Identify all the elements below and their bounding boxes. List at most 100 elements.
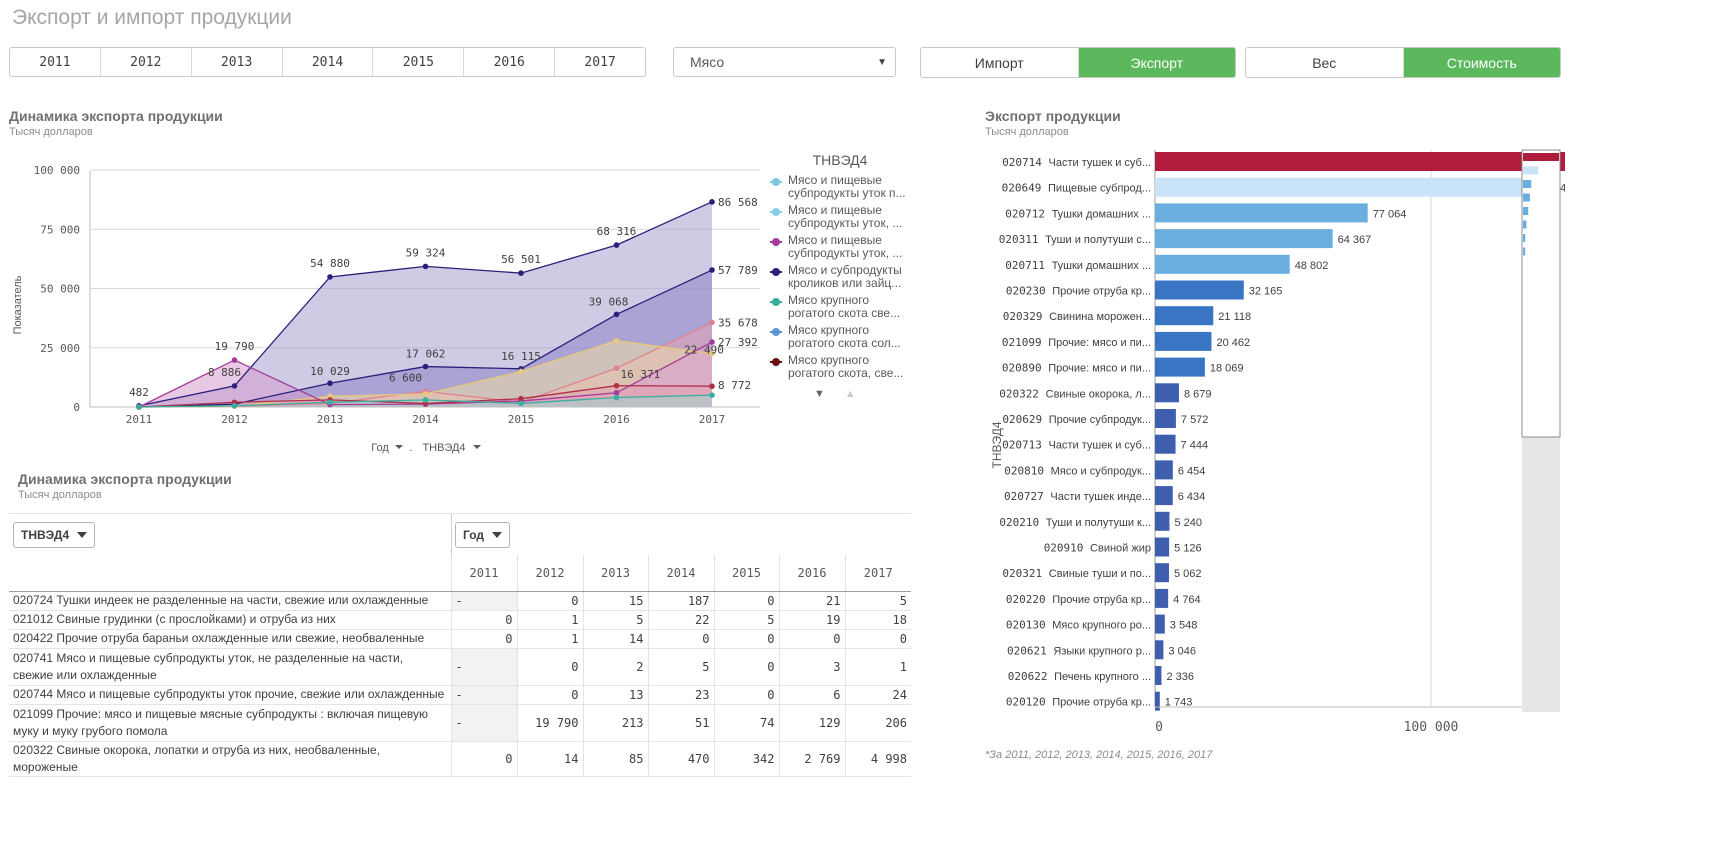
bar[interactable] <box>1155 306 1214 326</box>
data-point[interactable] <box>709 350 715 357</box>
pivot-col-2012[interactable]: 2012 <box>516 555 583 592</box>
legend-scroll-down-icon[interactable]: ▼ <box>814 388 825 400</box>
bar[interactable] <box>1155 614 1165 634</box>
pivot-row[interactable]: 020422 Прочие отруба бараньи охлажденные… <box>9 629 911 649</box>
bar[interactable] <box>1155 588 1169 608</box>
bar[interactable] <box>1155 640 1164 660</box>
legend-item[interactable]: Мясо и субпродукты кроликов или зайц... <box>770 264 910 290</box>
year-button-2015[interactable]: 2015 <box>373 48 465 76</box>
category-label[interactable]: 021099 Прочие: мясо и пи... <box>1002 336 1151 349</box>
bar[interactable] <box>1155 460 1173 480</box>
data-point[interactable] <box>327 274 333 280</box>
pivot-col-2015[interactable]: 2015 <box>713 555 779 592</box>
product-dropdown[interactable]: Мясо ▼ <box>673 47 896 77</box>
bar[interactable] <box>1155 666 1162 685</box>
pivot-col-2017[interactable]: 2017 <box>844 555 911 592</box>
category-label[interactable]: 020329 Свинина морожен... <box>1003 310 1151 323</box>
data-point[interactable] <box>231 357 238 363</box>
bar-chart[interactable]: 020714 Части тушек и суб... 020649 Пищевы… <box>985 145 1565 745</box>
category-label[interactable]: 020230 Прочие отруба кр... <box>1006 285 1151 298</box>
data-point[interactable] <box>327 380 333 387</box>
data-point[interactable] <box>709 339 715 345</box>
data-point[interactable] <box>613 242 620 248</box>
bar[interactable] <box>1155 357 1205 377</box>
chevron-down-icon[interactable] <box>395 445 403 449</box>
data-point[interactable] <box>422 263 429 270</box>
bar[interactable] <box>1155 563 1169 583</box>
bar[interactable] <box>1155 511 1170 531</box>
bar[interactable] <box>1155 409 1176 428</box>
data-point[interactable] <box>422 391 429 397</box>
category-label[interactable]: 020311 Туши и полутуши с... <box>999 233 1151 246</box>
bar[interactable] <box>1155 434 1176 454</box>
import-button[interactable]: Импорт <box>921 48 1079 77</box>
export-button[interactable]: Экспорт <box>1078 48 1235 77</box>
pivot-row[interactable]: 020741 Мясо и пищевые субпродукты уток, … <box>9 648 911 686</box>
line-chart[interactable]: 482 8 886 19 790 54 880 10 029 59 324 17 062 6 … <box>0 150 770 470</box>
pivot-row[interactable]: 021012 Свиные грудинки (с прослойками) и… <box>9 610 911 630</box>
data-point[interactable] <box>518 400 524 407</box>
pivot-row[interactable]: 020322 Свиные окорока, лопатки и отруба … <box>9 741 911 777</box>
data-point[interactable] <box>518 395 524 402</box>
legend-item[interactable]: Мясо и пищевые субпродукты уток, ... <box>770 234 910 260</box>
data-point[interactable] <box>709 319 715 326</box>
legend-item[interactable]: Мясо и пищевые субпродукты уток, ... <box>770 204 910 230</box>
year-button-2014[interactable]: 2014 <box>283 48 374 76</box>
bar-chart-scrollbar[interactable] <box>1521 149 1561 712</box>
legend-scroll-up-icon[interactable]: ▲ <box>844 388 856 400</box>
line-chart-dimension-year[interactable]: Год <box>371 442 389 454</box>
bar[interactable] <box>1155 383 1179 403</box>
data-point[interactable] <box>518 368 524 375</box>
legend-item[interactable]: Мясо крупного рогатого скота све... <box>770 294 910 320</box>
data-point[interactable] <box>327 399 333 406</box>
year-button-2011[interactable]: 2011 <box>10 48 101 76</box>
data-point[interactable] <box>136 404 142 410</box>
data-point[interactable] <box>613 365 620 372</box>
bar[interactable] <box>1155 203 1368 223</box>
category-label[interactable]: 020649 Пищевые субпрод... <box>1002 182 1151 195</box>
category-label[interactable]: 020210 Туши и полутуши к... <box>999 516 1151 529</box>
data-point[interactable] <box>613 389 620 396</box>
year-button-2012[interactable]: 2012 <box>101 48 192 76</box>
data-point[interactable] <box>422 363 429 370</box>
weight-button[interactable]: Вес <box>1246 48 1404 77</box>
data-point[interactable] <box>518 270 524 276</box>
pivot-row[interactable]: 020724 Тушки индеек не разделенные на ча… <box>9 591 911 611</box>
bar[interactable] <box>1155 152 1565 171</box>
data-point[interactable] <box>709 383 715 390</box>
category-label[interactable]: 020727 Части тушек инде... <box>1004 490 1151 503</box>
legend-item[interactable]: Мясо и пищевые субпродукты уток п... <box>770 174 910 200</box>
data-point[interactable] <box>613 311 620 318</box>
category-label[interactable]: 020220 Прочие отруба кр... <box>1006 593 1151 606</box>
bar[interactable] <box>1155 486 1173 506</box>
data-point[interactable] <box>422 397 429 403</box>
category-label[interactable]: 020810 Мясо и субпродук... <box>1004 464 1151 477</box>
scrollbar-thumb[interactable] <box>1521 149 1561 438</box>
pivot-row[interactable]: 020744 Мясо и пищевые субпродукты уток п… <box>9 685 911 705</box>
category-label[interactable]: 020712 Тушки домашних ... <box>1005 207 1151 220</box>
bar[interactable] <box>1155 331 1212 351</box>
chevron-down-icon[interactable] <box>473 445 481 449</box>
bar[interactable] <box>1155 177 1549 197</box>
bar[interactable] <box>1155 229 1333 249</box>
row-dimension-button[interactable]: ТНВЭД4 <box>13 522 96 548</box>
category-label[interactable]: 020890 Прочие: мясо и пи... <box>1002 362 1151 375</box>
data-point[interactable] <box>709 267 715 273</box>
category-label[interactable]: 020910 Свиной жир <box>1044 542 1151 555</box>
category-label[interactable]: 020713 Части тушек и суб... <box>1002 439 1151 452</box>
pivot-col-2016[interactable]: 2016 <box>778 555 845 592</box>
category-label[interactable]: 020120 Прочие отруба кр... <box>1006 696 1151 709</box>
category-label[interactable]: 020130 Мясо крупного ро... <box>1006 619 1151 632</box>
bar[interactable] <box>1155 280 1244 300</box>
bar[interactable] <box>1155 537 1170 557</box>
data-point[interactable] <box>613 394 620 401</box>
category-label[interactable]: 020621 Языки крупного р... <box>1007 644 1151 657</box>
legend-item[interactable]: Мясо крупного рогатого скота сол... <box>770 324 910 350</box>
bar[interactable] <box>1155 254 1290 274</box>
category-label[interactable]: 020714 Части тушек и суб... <box>1002 156 1151 169</box>
pivot-col-2011[interactable]: 2011 <box>450 555 517 592</box>
year-button-2017[interactable]: 2017 <box>584 54 616 70</box>
legend-item[interactable]: Мясо крупного рогатого скота, све... <box>770 354 910 380</box>
data-point[interactable] <box>709 392 715 398</box>
year-button-2013[interactable]: 2013 <box>192 48 283 76</box>
